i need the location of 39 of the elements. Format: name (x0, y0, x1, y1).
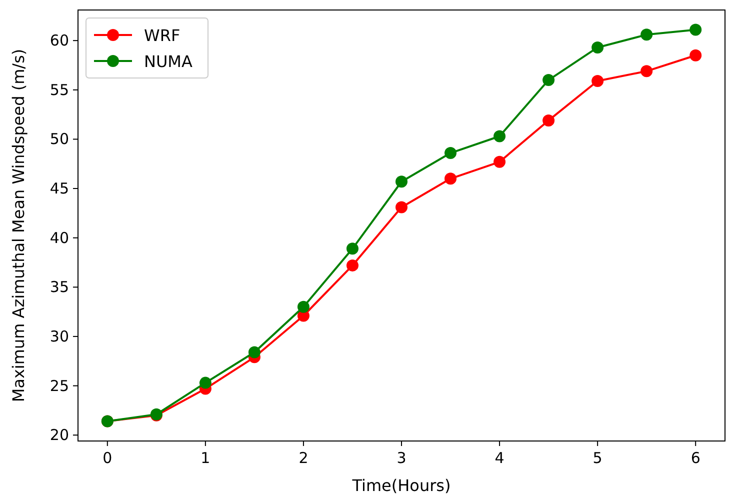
point (494, 156, 506, 168)
y-tick-label: 25 (50, 376, 69, 395)
point (494, 130, 506, 142)
x-tick-label: 4 (494, 449, 504, 467)
x-tick-label: 0 (102, 449, 112, 467)
point (690, 24, 702, 36)
point (248, 346, 260, 358)
point (690, 49, 702, 62)
point (542, 114, 555, 126)
x-tick-label: 1 (200, 449, 210, 467)
legend-label: WRF (144, 26, 180, 45)
x-tick-label: 2 (298, 449, 308, 467)
point (592, 75, 604, 88)
y-tick-label: 60 (50, 32, 69, 50)
point (444, 172, 457, 185)
x-tick-label: 5 (592, 449, 602, 467)
y-axis-title: Maximum Azimuthal Mean Windspeed (m/s) (9, 48, 28, 402)
point (396, 176, 408, 188)
point (297, 300, 310, 313)
point (444, 147, 457, 160)
point (396, 201, 408, 214)
y-tick-label: 20 (50, 426, 69, 444)
legend-label: NUMA (144, 52, 192, 71)
point (542, 74, 555, 86)
y-tick-label: 50 (50, 130, 69, 148)
x-tick-label: 3 (396, 449, 406, 467)
y-tick-label: 40 (50, 228, 69, 247)
y-tick-label: 55 (50, 80, 69, 99)
point (592, 41, 604, 54)
x-tick-label: 6 (690, 449, 700, 467)
point (346, 259, 358, 272)
point (640, 28, 653, 41)
point (199, 376, 212, 389)
y-tick-label: 35 (50, 278, 69, 296)
y-tick-label: 30 (50, 327, 69, 346)
x-axis-title: Time(Hours) (351, 476, 451, 495)
point (640, 65, 653, 78)
point (346, 242, 358, 255)
y-tick-label: 45 (50, 180, 69, 198)
